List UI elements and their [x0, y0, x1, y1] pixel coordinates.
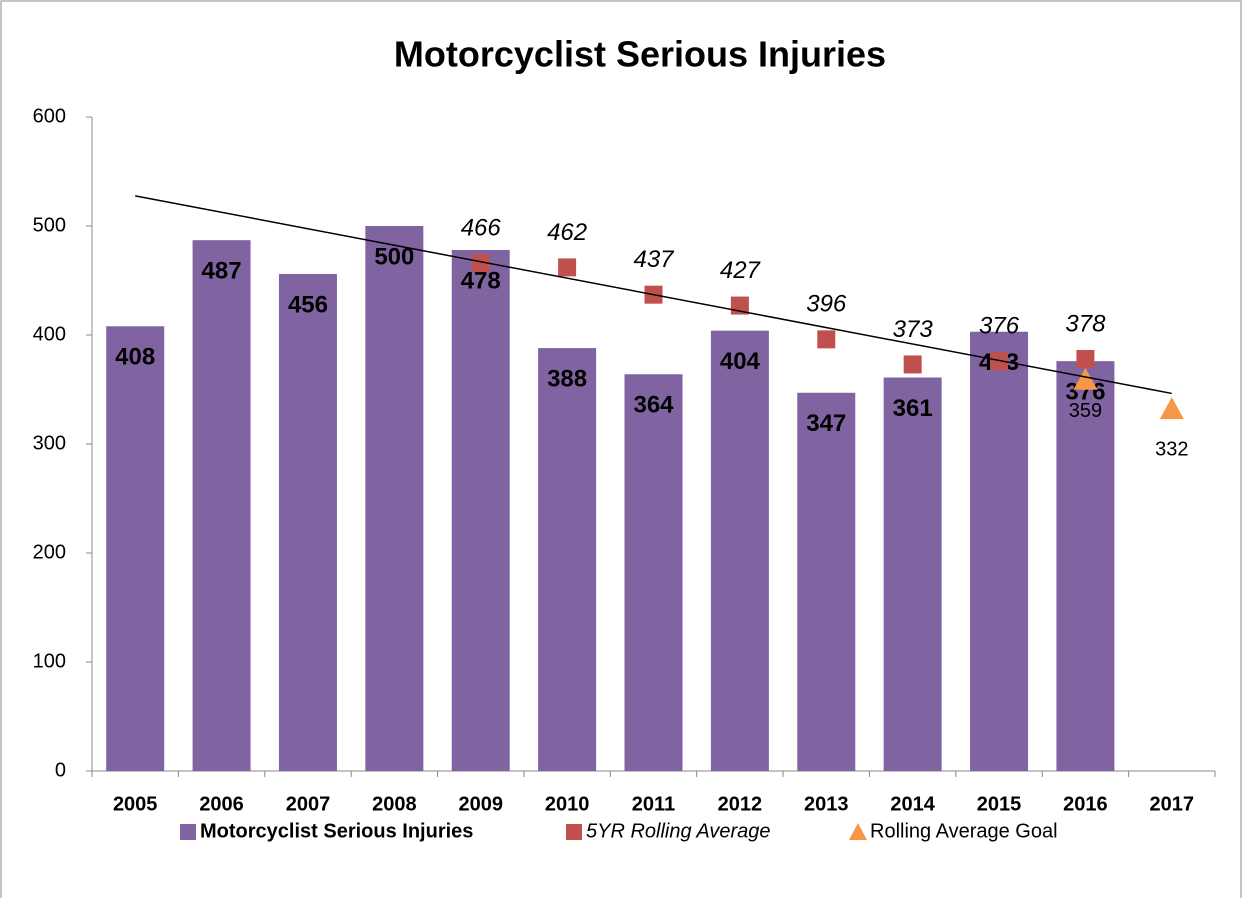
- chart-title: Motorcyclist Serious Injuries: [394, 34, 886, 75]
- x-tick-label: 2010: [545, 793, 590, 815]
- y-tick-label: 400: [33, 323, 66, 345]
- y-tick-label: 300: [33, 432, 66, 454]
- y-tick-label: 200: [33, 541, 66, 563]
- goal-marker: [1073, 367, 1098, 390]
- bar-value-label: 388: [547, 365, 587, 392]
- x-tick-label: 2011: [632, 793, 675, 815]
- y-tick-label: 500: [33, 214, 66, 236]
- x-tick-label: 2014: [890, 793, 935, 815]
- rolling-average-label: 427: [720, 257, 762, 284]
- bar: [278, 273, 337, 771]
- rolling-average-label: 396: [806, 291, 847, 318]
- legend-label: Rolling Average Goal: [870, 820, 1058, 842]
- y-tick-label: 100: [33, 650, 66, 672]
- legend-swatch: [566, 824, 582, 840]
- rolling-average-marker: [558, 258, 577, 277]
- x-tick-label: 2005: [113, 793, 158, 815]
- bar: [106, 326, 165, 771]
- rolling-average-label: 437: [633, 246, 675, 273]
- rolling-average-marker: [817, 330, 836, 349]
- goal-label: 359: [1069, 400, 1102, 422]
- rolling-average-label: 466: [461, 214, 502, 241]
- rolling-average-label: 462: [547, 219, 587, 246]
- rolling-average-marker: [1076, 349, 1095, 368]
- legend-swatch: [849, 823, 867, 840]
- x-tick-label: 2006: [199, 793, 244, 815]
- bar: [970, 331, 1029, 771]
- bar: [192, 240, 251, 772]
- x-tick-label: 2008: [372, 793, 417, 815]
- rolling-average-label: 378: [1065, 310, 1106, 337]
- x-tick-label: 2016: [1063, 793, 1108, 815]
- trend-line: [135, 195, 1172, 395]
- bar-value-label: 408: [115, 344, 155, 371]
- legend-label: Motorcyclist Serious Injuries: [200, 820, 473, 842]
- goal-marker: [1159, 397, 1184, 420]
- bar: [624, 374, 683, 771]
- y-tick-label: 600: [33, 105, 66, 127]
- bar-value-label: 404: [720, 348, 761, 375]
- rolling-average-label: 376: [979, 313, 1020, 340]
- x-tick-label: 2013: [804, 793, 849, 815]
- goal-label: 332: [1155, 438, 1188, 460]
- y-tick-label: 0: [55, 759, 66, 781]
- bar: [883, 377, 942, 771]
- rolling-average-label: 373: [893, 316, 934, 343]
- legend-swatch: [180, 824, 196, 840]
- bar-value-label: 456: [288, 291, 328, 318]
- legend-label: 5YR Rolling Average: [586, 820, 771, 842]
- bar: [710, 330, 769, 771]
- bar-value-label: 347: [806, 410, 846, 437]
- bar: [538, 348, 597, 771]
- rolling-average-marker: [471, 254, 490, 273]
- bar: [365, 226, 424, 771]
- bar-value-label: 487: [202, 258, 242, 285]
- bar-value-label: 361: [893, 395, 933, 422]
- bar: [451, 249, 510, 772]
- x-tick-label: 2012: [718, 793, 763, 815]
- x-tick-label: 2009: [458, 793, 503, 815]
- x-tick-label: 2015: [977, 793, 1022, 815]
- bar: [797, 392, 856, 771]
- x-tick-label: 2017: [1150, 793, 1195, 815]
- rolling-average-marker: [903, 355, 922, 374]
- x-tick-label: 2007: [286, 793, 331, 815]
- bar-value-label: 364: [633, 392, 674, 419]
- bar: [1056, 361, 1115, 771]
